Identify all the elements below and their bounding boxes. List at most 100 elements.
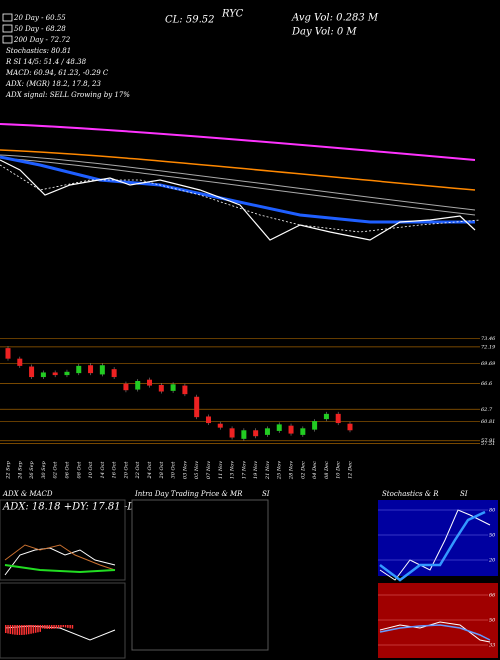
candle <box>135 381 141 390</box>
legend-entry: Stochastics: 80.81 <box>6 47 71 55</box>
symbol: RYC <box>221 9 244 20</box>
price-dotted <box>0 164 481 233</box>
date-label: 05 Nov <box>194 461 200 479</box>
macd-bar <box>30 625 32 634</box>
rsi-line <box>379 621 491 643</box>
ma-200 <box>0 123 476 161</box>
date-label: 24 Sep <box>17 460 23 479</box>
candle <box>347 423 353 431</box>
date-label: 08 Dec <box>324 461 330 479</box>
price-level-label: 69.69 <box>481 361 496 367</box>
ma-50 <box>0 149 476 191</box>
candle <box>264 428 270 435</box>
candle <box>111 369 117 378</box>
rsi-avg <box>379 624 491 641</box>
candle <box>253 430 259 437</box>
date-label: 02 Oct <box>53 461 59 479</box>
macd-bar <box>39 625 41 632</box>
date-label: 30 Oct <box>171 461 177 479</box>
candle <box>323 413 329 420</box>
macd-bar <box>71 625 74 629</box>
stoch-d <box>379 510 486 582</box>
macd-bar <box>55 625 58 629</box>
macd-bar <box>69 625 71 629</box>
day-volume: Day Vol: 0 M <box>291 27 357 38</box>
legend-swatch <box>2 13 13 22</box>
macd-bar <box>7 625 9 634</box>
macd-bar <box>53 625 55 629</box>
macd-bar <box>44 625 46 629</box>
date-label: 12 Dec <box>348 461 354 479</box>
macd-bar <box>48 625 51 629</box>
candle <box>182 385 188 395</box>
candle <box>300 428 306 435</box>
candle <box>170 384 176 391</box>
candle <box>288 425 294 434</box>
date-label: 22 Oct <box>135 461 141 480</box>
macd-bar <box>41 625 44 629</box>
legend-swatch <box>2 24 13 33</box>
legend-entry: 20 Day - 60.55 <box>13 14 66 22</box>
macd-bar <box>28 625 30 635</box>
macd-bar <box>57 625 60 629</box>
stoch-tick: 50 <box>489 533 496 539</box>
candle <box>40 372 46 378</box>
candle <box>241 430 247 439</box>
candle <box>335 413 341 424</box>
candle <box>205 416 211 424</box>
candle <box>5 348 11 359</box>
macd-bar <box>67 625 69 628</box>
macd-bar <box>11 625 14 635</box>
date-label: 16 Oct <box>112 461 118 479</box>
date-label: 24 Oct <box>147 461 153 480</box>
macd-bar <box>16 625 18 635</box>
macd-bar <box>21 625 23 635</box>
date-label: 03 Nov <box>182 461 188 479</box>
date-label: 06 Oct <box>64 461 70 479</box>
macd-bar <box>9 625 12 634</box>
date-label: 26 Sep <box>29 460 35 479</box>
rsi-panel <box>378 583 498 658</box>
macd-bar <box>32 625 35 634</box>
candle <box>312 421 318 430</box>
candle <box>147 379 153 386</box>
date-label: 04 Dec <box>312 461 318 479</box>
panel-title: Stochastics & R <box>382 490 439 498</box>
close-price: CL: 59.52 <box>165 15 214 26</box>
date-label: 20 Oct <box>123 461 129 480</box>
avg-volume: Avg Vol: 0.283 M <box>291 13 379 24</box>
date-label: 10 Dec <box>336 461 342 479</box>
stoch-k <box>379 509 491 581</box>
dmi-line <box>4 544 116 571</box>
panel-title: Intra Day Trading Price & MR <box>134 490 243 498</box>
macd-bar <box>23 625 25 635</box>
candle <box>99 365 105 375</box>
macd-bar <box>51 625 53 629</box>
panel-title: SI <box>460 490 468 498</box>
date-label: 28 Nov <box>289 461 295 480</box>
macd-bar <box>18 625 21 635</box>
legend-swatch <box>2 35 13 44</box>
candle <box>17 358 23 366</box>
date-label: 02 Dec <box>300 461 306 479</box>
adx-signal <box>4 564 116 574</box>
candle <box>276 424 282 431</box>
price-level-label: 73.46 <box>481 336 496 342</box>
candle <box>52 372 58 376</box>
date-label: 13 Nov <box>230 461 236 479</box>
price-level-label: 57.51 <box>481 441 495 447</box>
legend-entry: 200 Day - 72.72 <box>13 36 71 44</box>
macd-bar <box>60 625 62 628</box>
adx-panel <box>0 499 126 581</box>
date-label: 28 Oct <box>159 461 165 480</box>
price-line <box>0 159 476 241</box>
legend-entry: R SI 14/5: 51.4 / 48.38 <box>5 58 87 66</box>
panel-title: SI <box>262 490 270 498</box>
intraday-panel <box>131 499 269 651</box>
macd-bar <box>34 625 37 633</box>
date-label: 21 Nov <box>265 461 271 480</box>
price-level-label: 57.91 <box>481 438 495 444</box>
date-label: 30 Sep <box>41 460 47 478</box>
macd-histogram <box>5 625 74 635</box>
